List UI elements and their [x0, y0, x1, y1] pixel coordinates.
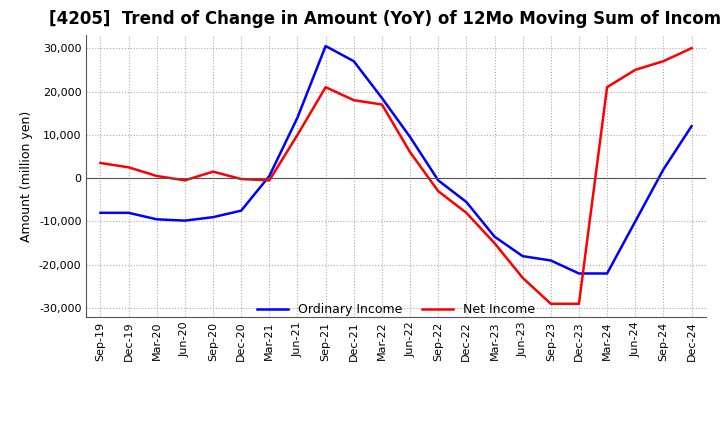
Ordinary Income: [575, 271, 583, 276]
Net Income: [181, 178, 189, 183]
Ordinary Income: [406, 134, 415, 139]
Net Income: [265, 178, 274, 183]
Net Income: [575, 301, 583, 306]
Net Income: [687, 46, 696, 51]
Net Income: [209, 169, 217, 174]
Ordinary Income: [377, 95, 386, 101]
Line: Net Income: Net Income: [101, 48, 691, 304]
Net Income: [546, 301, 555, 306]
Ordinary Income: [349, 59, 358, 64]
Ordinary Income: [462, 199, 471, 205]
Line: Ordinary Income: Ordinary Income: [101, 46, 691, 274]
Y-axis label: Amount (million yen): Amount (million yen): [20, 110, 33, 242]
Legend: Ordinary Income, Net Income: Ordinary Income, Net Income: [257, 303, 535, 316]
Net Income: [293, 132, 302, 137]
Ordinary Income: [237, 208, 246, 213]
Ordinary Income: [518, 253, 527, 259]
Net Income: [603, 84, 611, 90]
Net Income: [462, 210, 471, 216]
Title: [4205]  Trend of Change in Amount (YoY) of 12Mo Moving Sum of Incomes: [4205] Trend of Change in Amount (YoY) o…: [49, 10, 720, 28]
Ordinary Income: [631, 219, 639, 224]
Net Income: [631, 67, 639, 73]
Ordinary Income: [687, 124, 696, 129]
Net Income: [237, 176, 246, 182]
Ordinary Income: [96, 210, 105, 216]
Ordinary Income: [434, 178, 443, 183]
Net Income: [406, 150, 415, 155]
Ordinary Income: [209, 215, 217, 220]
Ordinary Income: [153, 216, 161, 222]
Ordinary Income: [265, 173, 274, 179]
Ordinary Income: [293, 115, 302, 120]
Net Income: [96, 160, 105, 165]
Net Income: [125, 165, 133, 170]
Net Income: [377, 102, 386, 107]
Net Income: [321, 84, 330, 90]
Ordinary Income: [546, 258, 555, 263]
Net Income: [518, 275, 527, 280]
Ordinary Income: [490, 234, 499, 239]
Net Income: [434, 188, 443, 194]
Ordinary Income: [125, 210, 133, 216]
Net Income: [659, 59, 667, 64]
Ordinary Income: [603, 271, 611, 276]
Net Income: [349, 98, 358, 103]
Net Income: [490, 241, 499, 246]
Ordinary Income: [181, 218, 189, 223]
Ordinary Income: [659, 167, 667, 172]
Net Income: [153, 173, 161, 179]
Ordinary Income: [321, 44, 330, 49]
